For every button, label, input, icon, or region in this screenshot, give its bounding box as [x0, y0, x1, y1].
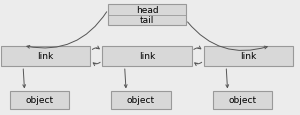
- FancyBboxPatch shape: [108, 5, 186, 26]
- Text: object: object: [229, 96, 256, 105]
- FancyBboxPatch shape: [102, 46, 192, 67]
- FancyBboxPatch shape: [213, 92, 272, 109]
- FancyBboxPatch shape: [1, 46, 90, 67]
- Text: link: link: [38, 52, 54, 61]
- FancyBboxPatch shape: [111, 92, 171, 109]
- Text: link: link: [139, 52, 155, 61]
- FancyBboxPatch shape: [10, 92, 69, 109]
- Text: tail: tail: [140, 16, 154, 25]
- FancyBboxPatch shape: [204, 46, 293, 67]
- Text: object: object: [26, 96, 54, 105]
- Text: link: link: [240, 52, 257, 61]
- Text: object: object: [127, 96, 155, 105]
- Text: head: head: [136, 6, 158, 15]
